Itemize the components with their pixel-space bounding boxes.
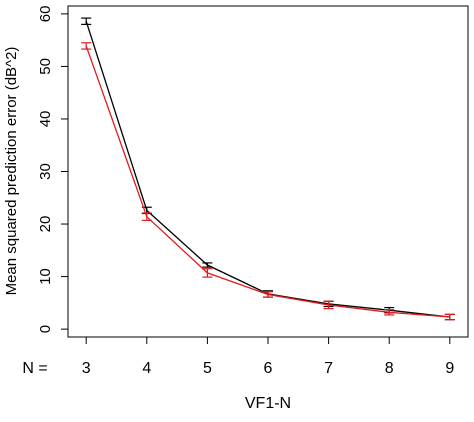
x-tick-label: 4 — [142, 360, 151, 377]
x-tick-label: 8 — [385, 360, 394, 377]
y-axis-label: Mean squared prediction error (dB^2) — [3, 47, 20, 296]
error-bar — [81, 17, 92, 25]
y-tick-label: 40 — [37, 111, 54, 128]
n-prefix-label: N = — [22, 360, 47, 377]
series-layer — [81, 17, 455, 321]
error-bar — [141, 212, 152, 221]
error-bar — [384, 309, 395, 316]
error-bar — [202, 268, 213, 278]
plot-frame — [67, 5, 469, 338]
error-bar — [202, 262, 213, 268]
y-axis: 0 10 20 30 40 50 60 — [37, 6, 68, 333]
x-axis-label: VF1-N — [245, 395, 291, 412]
y-tick-label: 0 — [37, 325, 54, 333]
x-tick-label: 7 — [324, 360, 333, 377]
x-tick-label: 6 — [264, 360, 273, 377]
y-tick-label: 30 — [37, 163, 54, 180]
error-bar — [81, 42, 92, 50]
y-tick-label: 50 — [37, 58, 54, 75]
x-tick-label: 3 — [82, 360, 91, 377]
error-bar — [323, 300, 334, 310]
y-tick-label: 20 — [37, 216, 54, 233]
x-tick-label: 9 — [445, 360, 454, 377]
y-tick-label: 10 — [37, 268, 54, 285]
y-tick-label: 60 — [37, 6, 54, 23]
x-axis: 3 4 5 6 7 8 9 — [82, 337, 454, 377]
series-line — [85, 45, 450, 318]
error-bar — [444, 313, 455, 321]
x-tick-label: 5 — [203, 360, 212, 377]
series-line — [85, 21, 450, 318]
error-bar — [263, 291, 273, 298]
